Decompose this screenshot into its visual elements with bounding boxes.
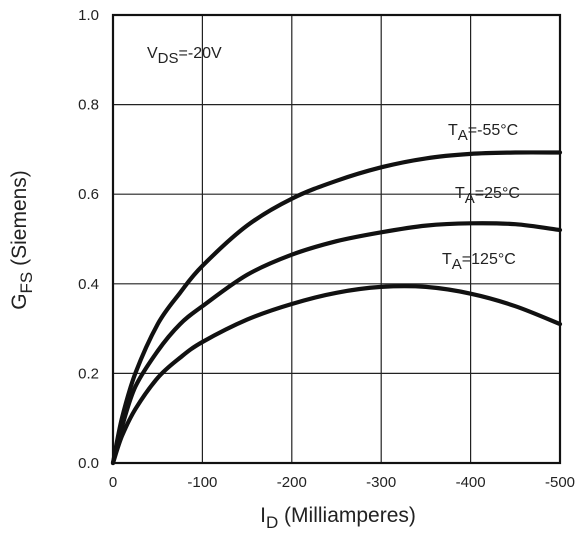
vds-condition-annotation: VDS=-20V [147, 45, 222, 67]
x-axis-label: ID (Milliamperes) [260, 504, 416, 532]
series-label-25c: TA=25°C [455, 185, 520, 207]
x-tick-label: 0 [109, 474, 117, 491]
x-tick-label: -500 [545, 474, 575, 491]
x-tick-label: -400 [456, 474, 486, 491]
y-axis-label: GFS (Siemens) [8, 170, 36, 310]
y-tick-label: 0.2 [78, 365, 99, 382]
y-tick-label: 0.0 [78, 455, 99, 472]
y-tick-label: 0.6 [78, 186, 99, 203]
series-label-minus55c: TA=-55°C [448, 122, 518, 144]
y-tick-label: 1.0 [78, 7, 99, 24]
x-tick-label: -100 [187, 474, 217, 491]
y-tick-label: 0.4 [78, 276, 99, 293]
series-curve-minus55c [110, 150, 563, 466]
x-tick-label: -300 [366, 474, 396, 491]
series-curve-25c [110, 221, 563, 466]
plot-frame [111, 13, 562, 465]
series-curve-125c [110, 284, 563, 466]
x-tick-label: -200 [277, 474, 307, 491]
series-curves [110, 150, 563, 466]
y-tick-label: 0.8 [78, 97, 99, 114]
x-tick-labels: 0 -100 -200 -300 -400 -500 [109, 474, 575, 491]
y-tick-labels: 0.0 0.2 0.4 0.6 0.8 1.0 [78, 7, 99, 472]
series-label-125c: TA=125°C [442, 251, 516, 273]
grid-lines [113, 15, 560, 463]
